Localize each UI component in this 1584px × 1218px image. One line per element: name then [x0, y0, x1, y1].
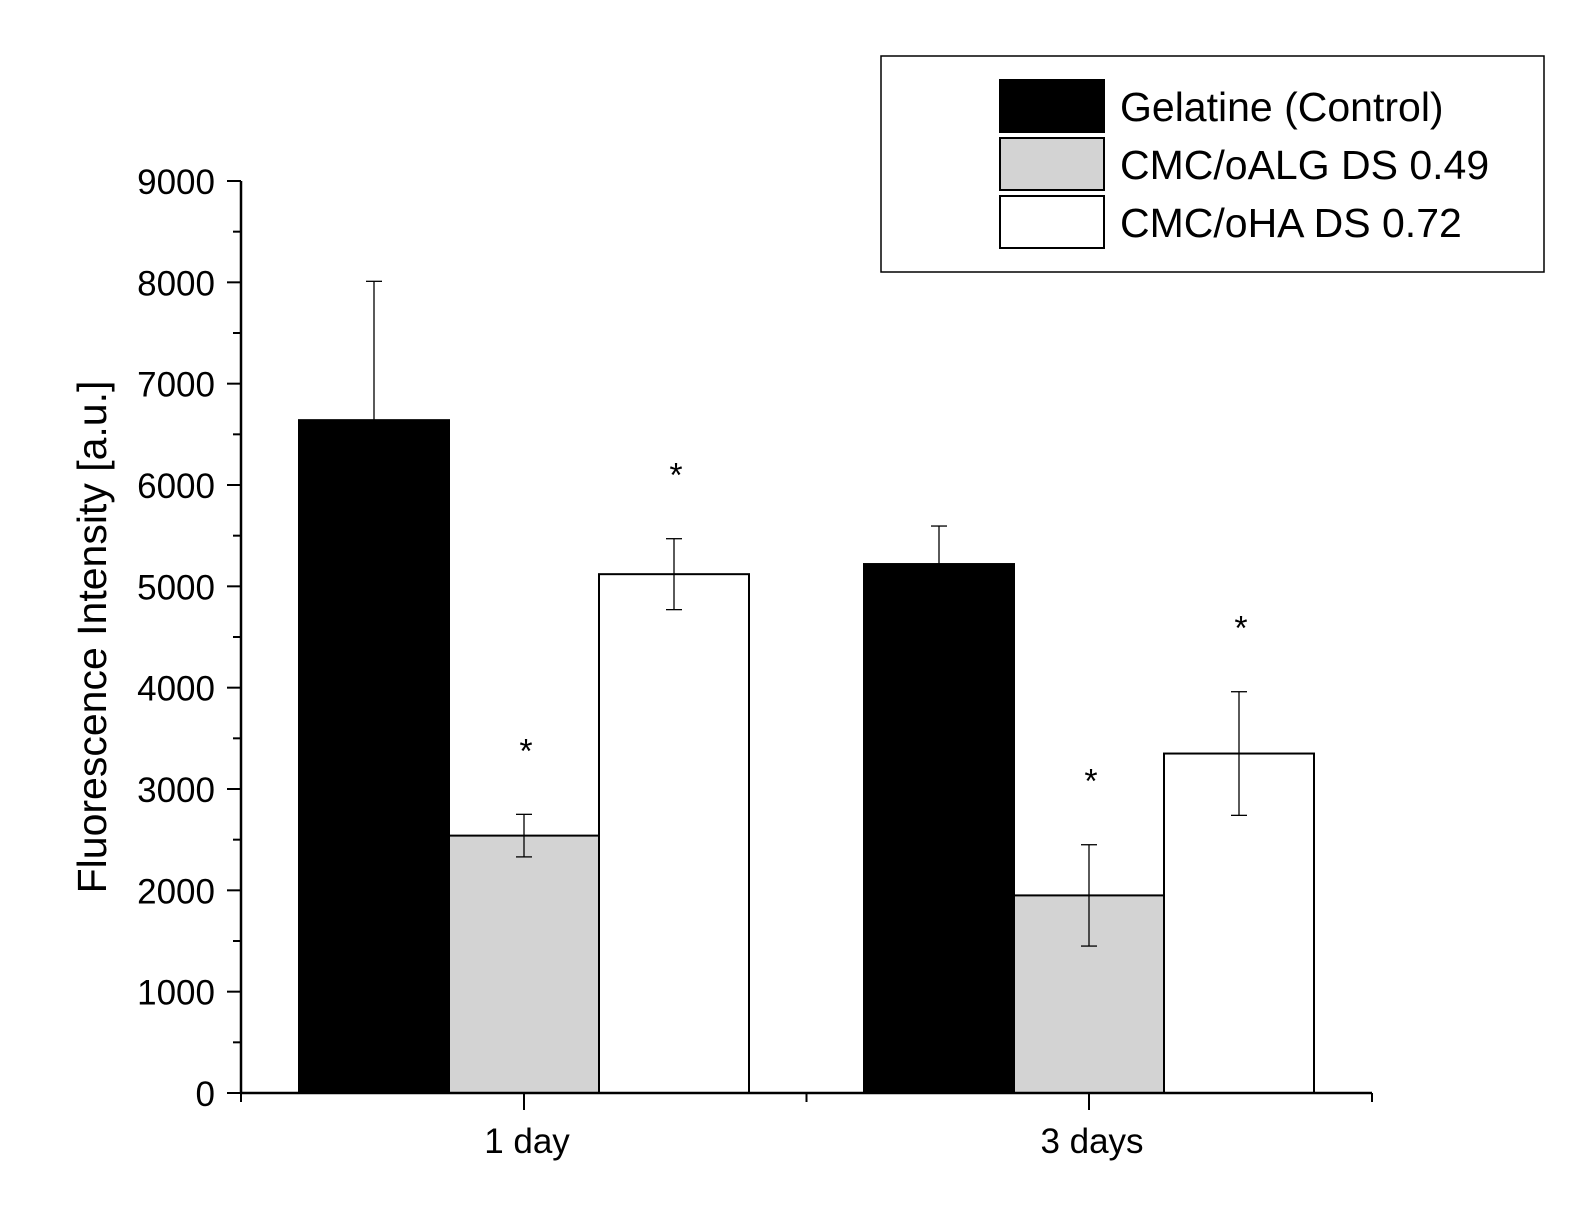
y-tick-label: 8000 — [137, 264, 215, 303]
error-bar-1-2 — [931, 525, 947, 603]
y-tick-label: 2000 — [137, 872, 215, 911]
y-tick-label: 7000 — [137, 366, 215, 405]
error-bar-2-1 — [516, 813, 532, 858]
bar-1-2 — [863, 563, 1015, 1094]
x-ticks: 1 day 3 days — [240, 1093, 1373, 1161]
error-bar-3-1 — [666, 538, 682, 611]
y-tick-label: 5000 — [137, 568, 215, 607]
legend-item-1: Gelatine (Control) — [999, 79, 1444, 133]
bars-layer — [298, 419, 1315, 1095]
y-tick-label: 4000 — [137, 670, 215, 709]
y-tick-label: 1000 — [137, 974, 215, 1013]
legend-item-3: CMC/oHA DS 0.72 — [999, 195, 1462, 249]
bar-3-1 — [598, 573, 750, 1094]
legend-swatch — [999, 137, 1105, 191]
significance-marker: * — [519, 732, 532, 770]
y-tick-label: 0 — [196, 1075, 215, 1114]
y-axis-label: Fluorescence Intensity [a.u.] — [69, 381, 115, 894]
error-bar-3-2 — [1231, 691, 1247, 816]
y-ticks: 0 1000 2000 3000 4000 5000 6000 7000 8000 9000 — [137, 163, 241, 1114]
error-bar-2-2 — [1081, 844, 1097, 947]
bar-2-1 — [448, 834, 600, 1094]
y-tick-label: 9000 — [137, 163, 215, 202]
legend-swatch — [999, 195, 1105, 249]
legend-label: CMC/oALG DS 0.49 — [1120, 142, 1489, 188]
legend-item-2: CMC/oALG DS 0.49 — [999, 137, 1489, 191]
x-tick-label: 3 days — [1040, 1122, 1143, 1161]
significance-marker: * — [669, 457, 682, 495]
legend-label: Gelatine (Control) — [1120, 84, 1444, 130]
y-tick-label: 3000 — [137, 771, 215, 810]
error-bars-layer — [366, 280, 1247, 947]
significance-layer: * * * * — [519, 457, 1247, 801]
legend-frame — [880, 55, 1545, 273]
y-tick-label: 6000 — [137, 467, 215, 506]
legend-items: Gelatine (Control) CMC/oALG DS 0.49 CMC/oH… — [999, 79, 1489, 249]
x-tick-label: 1 day — [484, 1122, 570, 1161]
significance-marker: * — [1234, 610, 1247, 648]
legend-swatch — [999, 79, 1105, 133]
legend-label: CMC/oHA DS 0.72 — [1120, 200, 1462, 246]
legend: Gelatine (Control) CMC/oALG DS 0.49 CMC/oH… — [880, 55, 1545, 273]
error-bar-1-1 — [366, 280, 382, 560]
axes: 0 1000 2000 3000 4000 5000 6000 7000 8000 9000 1 … — [137, 163, 1373, 1161]
significance-marker: * — [1084, 763, 1097, 801]
